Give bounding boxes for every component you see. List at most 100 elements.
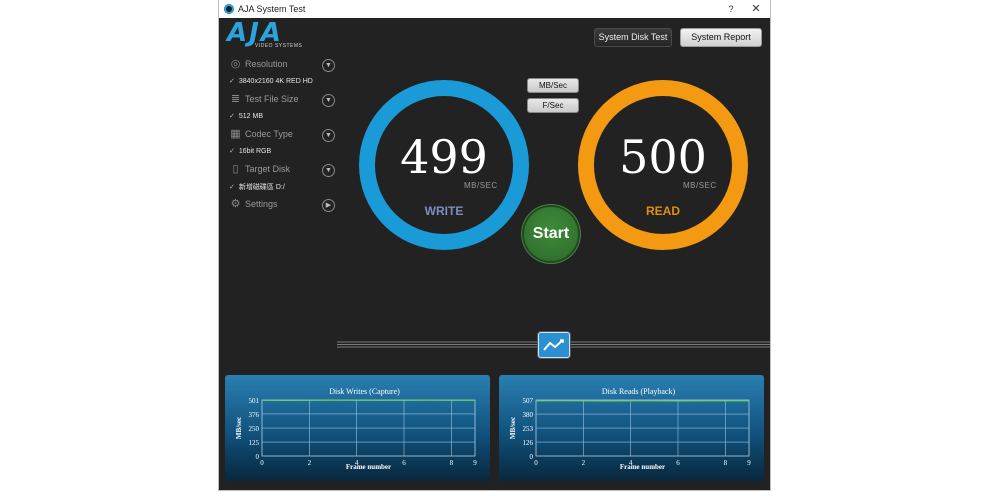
sidebar-item-target-disk[interactable]: ▯ Target Disk ▼ [227,162,335,178]
data-point [450,399,452,401]
read-value: 500 [619,130,707,184]
y-tick-label: 0 [530,453,534,461]
x-tick-label: 8 [450,459,454,467]
y-tick-label: 380 [523,411,534,419]
write-unit: MB/SEC [464,181,498,190]
read-ring [578,80,748,250]
logo-word: AJA [227,18,283,48]
chart-title: Disk Writes (Capture) [329,387,400,396]
disk-icon: ▯ [232,163,239,175]
data-point [724,400,726,402]
gear-icon: ⚙ [230,198,241,210]
system-report-button[interactable]: System Report [680,28,762,47]
data-point [285,399,287,402]
data-point [535,400,537,402]
data-point [308,399,310,401]
check-icon: ✓ [229,148,235,155]
data-point [606,400,608,402]
sidebar-item-label: Settings [245,199,278,209]
disk-writes-panel: Disk Writes (Capture) 0 125 250 376 501 0 2 4 6 8 9… [225,375,490,481]
fsec-button[interactable]: F/Sec [527,98,579,113]
data-point [474,399,476,401]
chevron-down-icon[interactable]: ▼ [322,59,335,72]
file-size-value-text: 512 MB [238,113,263,120]
y-tick-label: 507 [523,397,534,405]
y-tick-label: 0 [256,453,260,461]
sidebar-item-label: Target Disk [245,164,291,174]
file-size-value: ✓ 512 MB [229,112,263,120]
app-icon [224,4,234,14]
data-point [701,400,703,402]
read-label: READ [645,204,680,218]
window-title: AJA System Test [238,4,306,14]
check-icon: ✓ [229,184,235,191]
read-unit: MB/SEC [683,181,717,190]
file-stack-icon: ≣ [230,93,241,105]
write-gauge [359,80,529,250]
y-tick-label: 376 [249,411,260,419]
disk-reads-chart: Disk Reads (Playback) 0 126 253 380 507 0 2 4 6 8 9… [509,387,751,471]
data-point [582,400,584,402]
mbsec-button[interactable]: MB/Sec [527,78,579,93]
y-axis-label: MB/sec [509,417,517,439]
sidebar-item-label: Test File Size [245,94,299,104]
system-disk-test-button[interactable]: System Disk Test [594,28,672,47]
x-tick-label: 6 [676,459,680,467]
data-point [427,399,429,401]
data-point [559,400,561,402]
sidebar-item-codec-type[interactable]: ▦ Codec Type ▼ [227,127,335,143]
y-tick-label: 250 [249,425,260,433]
write-label: WRITE [424,204,464,218]
data-point [748,400,750,402]
sidebar-item-label: Codec Type [245,129,293,139]
x-axis-label: Frame number [620,463,665,471]
read-gauge [578,80,748,250]
x-tick-label: 8 [724,459,728,467]
codec-value-text: 16bit RGB [238,148,272,155]
x-tick-label: 0 [260,459,264,467]
write-value: 499 [400,130,488,184]
target-disk-value: ✓ 新增磁碟區 D:/ [229,182,285,192]
y-tick-label: 126 [523,439,534,447]
y-axis-label: MB/sec [235,417,243,439]
close-button[interactable]: ✕ [751,3,761,15]
logo-subtitle: VIDEO SYSTEMS [255,43,303,49]
disk-writes-chart: Disk Writes (Capture) 0 125 250 376 501 0 2 4 6 8 9… [235,387,477,471]
data-point [332,399,334,401]
chart-title: Disk Reads (Playback) [602,387,676,396]
grid-icon: ▦ [230,128,241,140]
disk-reads-panel: Disk Reads (Playback) 0 126 253 380 507 0 2 4 6 8 9… [499,375,764,481]
sidebar-item-settings[interactable]: ⚙ Settings ▶ [227,197,335,213]
target-disk-value-text: 新增磁碟區 D:/ [238,184,285,191]
x-tick-label: 4 [355,459,359,467]
y-tick-label: 253 [523,425,534,433]
x-tick-label: 6 [402,459,406,467]
x-tick-label: 2 [582,459,586,467]
app-window: AJA System Test ? ✕ AJA VIDEO SYSTEMS ◎ … [219,0,770,490]
write-ring [359,80,529,250]
sidebar-item-label: Resolution [245,59,288,69]
data-point [677,400,679,402]
x-axis-label: Frame number [346,463,391,471]
chevron-down-icon[interactable]: ▼ [322,164,335,177]
sidebar-item-test-file-size[interactable]: ≣ Test File Size ▼ [227,92,335,108]
x-tick-label: 2 [308,459,312,467]
check-icon: ✓ [229,78,235,85]
y-tick-label: 501 [249,397,260,405]
sidebar-item-resolution[interactable]: ◎ Resolution ▼ [227,57,335,73]
chevron-down-icon[interactable]: ▼ [322,129,335,142]
film-reel-icon: ◎ [230,58,241,70]
data-point [653,400,655,402]
chevron-right-icon[interactable]: ▶ [322,199,335,212]
check-icon: ✓ [229,113,235,120]
line-graph-icon [543,339,564,351]
y-tick-label: 125 [249,439,260,447]
start-button[interactable]: Start [524,207,578,261]
graph-toggle-button[interactable] [538,332,570,358]
data-point [403,399,405,401]
x-tick-label: 0 [534,459,538,467]
title-bar: AJA System Test ? ✕ [219,0,770,18]
data-point [630,400,632,402]
help-button[interactable]: ? [728,4,734,14]
chevron-down-icon[interactable]: ▼ [322,94,335,107]
